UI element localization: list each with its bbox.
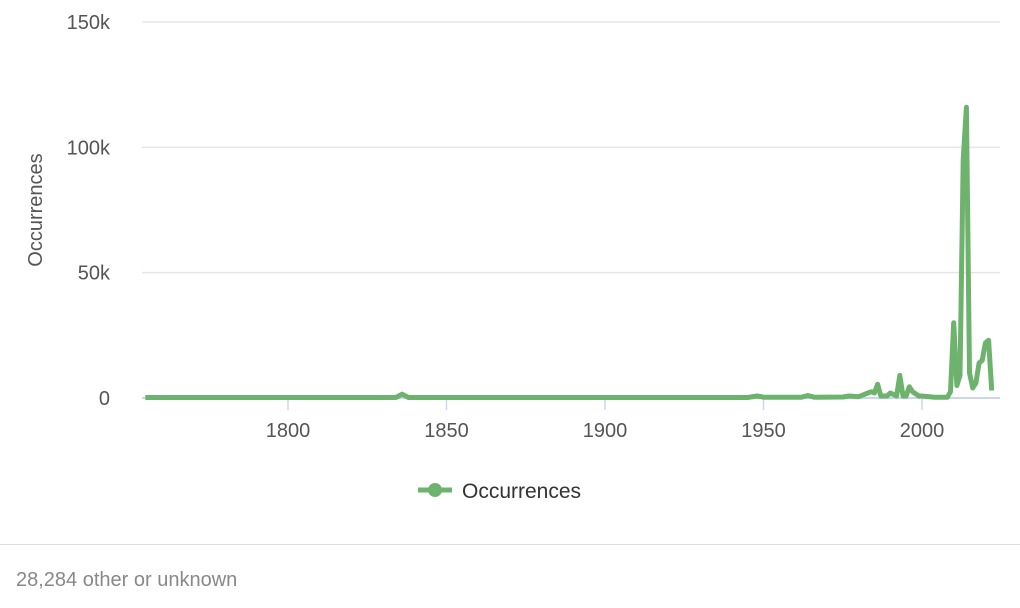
other-unknown-count: 28,284 other or unknown (16, 569, 238, 591)
y-axis-label: Occurrences (25, 153, 47, 266)
line-chart: 0 50k 100k 150k 1800 1850 1900 1950 2000 Occurr… (25, 12, 1000, 503)
y-tick-label: 0 (99, 388, 110, 410)
y-tick-label: 50k (78, 263, 111, 285)
legend-swatch-marker (428, 483, 442, 497)
x-tick-label: 1850 (424, 420, 469, 442)
x-tick-label: 2000 (900, 420, 945, 442)
footer: 28,284 other or unknown (0, 544, 1020, 591)
x-tick-label: 1950 (741, 420, 786, 442)
legend[interactable]: Occurrences (418, 480, 581, 503)
legend-label: Occurrences (462, 480, 581, 503)
y-tick-label: 150k (67, 12, 111, 34)
x-tick-label: 1900 (583, 420, 628, 442)
series-line-occurrences (145, 104, 995, 400)
x-tick-label: 1800 (266, 420, 311, 442)
y-tick-label: 100k (67, 137, 111, 159)
